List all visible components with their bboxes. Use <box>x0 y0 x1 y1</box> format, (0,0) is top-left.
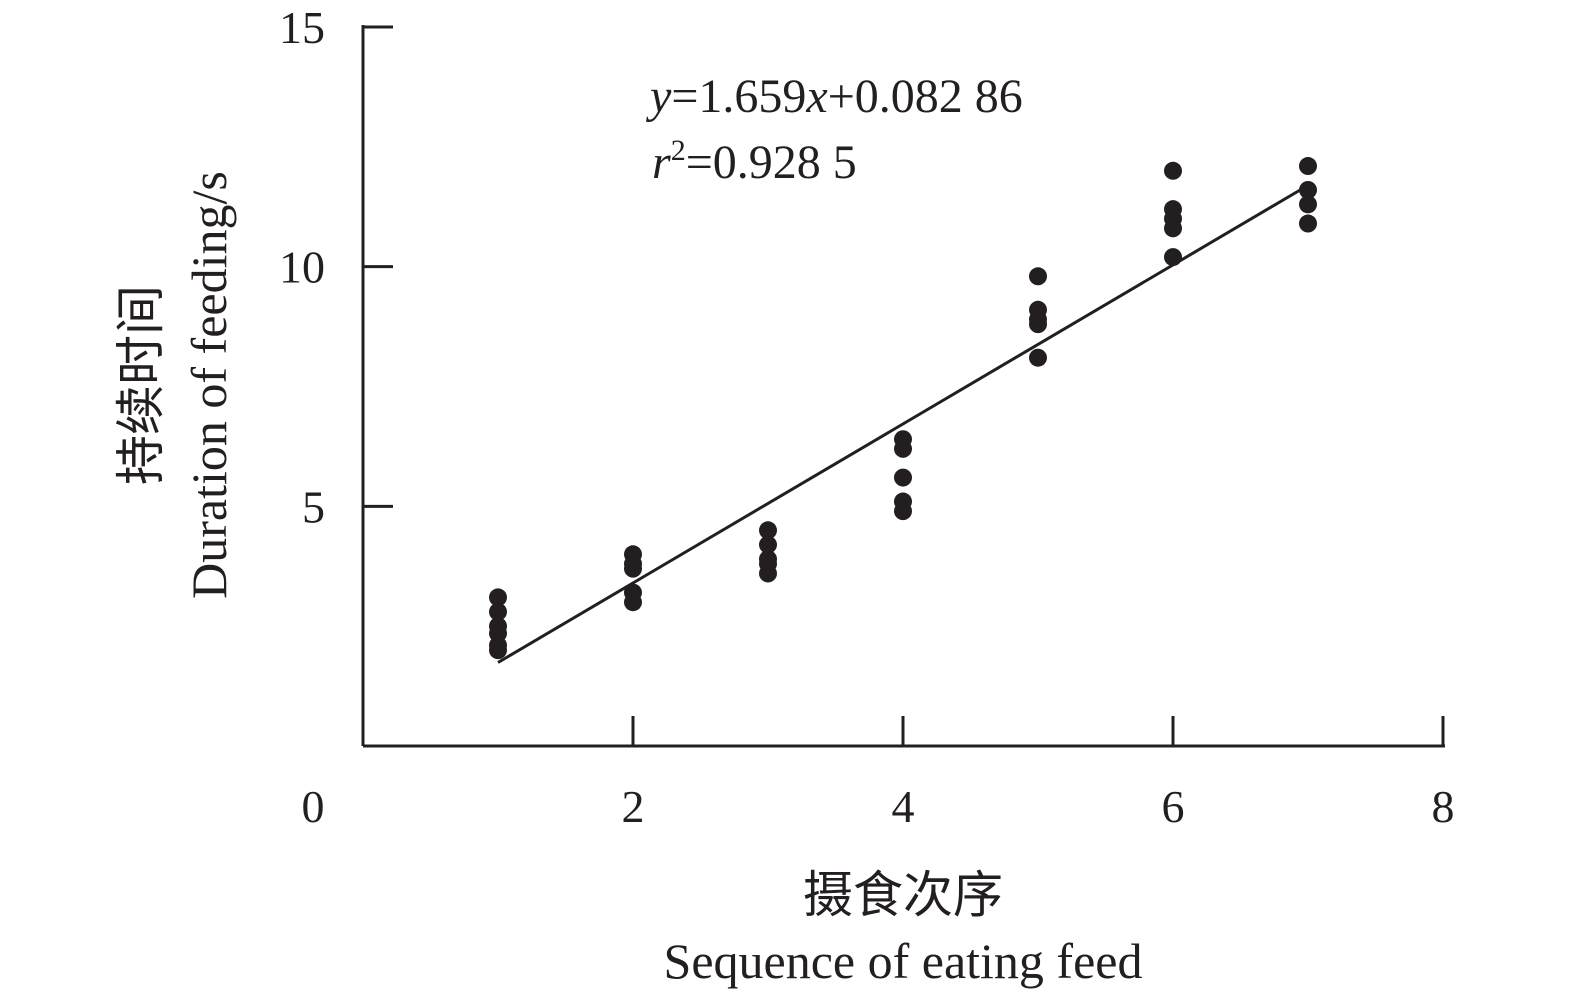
data-point <box>1299 195 1317 214</box>
y-axis-title: 持续时间 Duration of feeding/s <box>112 171 237 599</box>
data-point <box>624 593 642 612</box>
r-squared: r2=0.928 5 <box>652 134 857 189</box>
data-point <box>489 588 507 607</box>
data-point <box>489 641 507 660</box>
data-point <box>1299 214 1317 233</box>
y-tick-label: 5 <box>302 481 325 532</box>
data-point <box>1029 267 1047 286</box>
data-point <box>759 535 777 554</box>
r-squared-exp: 2 <box>671 134 686 167</box>
axes <box>361 25 1445 748</box>
x-axis-title-zh: 摄食次序 <box>803 866 1003 924</box>
data-point <box>489 602 507 621</box>
data-point <box>1164 161 1182 180</box>
x-tick-label: 8 <box>1432 781 1455 832</box>
fit-line-group <box>497 184 1309 664</box>
data-point <box>1029 348 1047 367</box>
equation-y-var: y <box>645 70 672 123</box>
equation-intercept: +0.082 86 <box>828 70 1023 123</box>
data-point <box>894 439 912 458</box>
r-squared-value: =0.928 5 <box>686 136 857 189</box>
equation-slope: =1.659 <box>671 70 806 123</box>
data-point <box>1029 315 1047 334</box>
x-tick-label: 2 <box>622 781 645 832</box>
r-squared-var: r <box>652 136 671 189</box>
regression-equation: y=1.659x+0.082 86 <box>645 70 1023 123</box>
data-point <box>624 559 642 578</box>
y-tick-label: 10 <box>279 242 325 293</box>
y-axis-title-zh: 持续时间 <box>112 285 170 485</box>
data-point <box>1164 248 1182 267</box>
regression-line <box>497 184 1309 664</box>
x-axis-title-en: Sequence of eating feed <box>664 933 1143 989</box>
data-point <box>759 521 777 540</box>
data-point <box>1164 219 1182 238</box>
data-point <box>1299 180 1317 199</box>
y-tick-label: 15 <box>279 2 325 53</box>
data-point <box>894 468 912 487</box>
y-axis-title-en: Duration of feeding/s <box>181 171 237 599</box>
x-tick-label: 4 <box>892 781 915 832</box>
y-ticks: 5 10 15 <box>279 2 393 532</box>
data-point <box>1299 157 1317 176</box>
data-point <box>759 564 777 583</box>
x-tick-label: 0 <box>302 781 325 832</box>
x-axis-title: 摄食次序 Sequence of eating feed <box>664 866 1143 989</box>
x-tick-label: 6 <box>1162 781 1185 832</box>
regression-annotation: y=1.659x+0.082 86 r2=0.928 5 <box>645 70 1023 189</box>
equation-x-var: x <box>805 70 827 123</box>
data-points <box>489 157 1317 660</box>
x-ticks: 0 2 4 6 8 <box>302 716 1455 832</box>
data-point <box>894 502 912 521</box>
